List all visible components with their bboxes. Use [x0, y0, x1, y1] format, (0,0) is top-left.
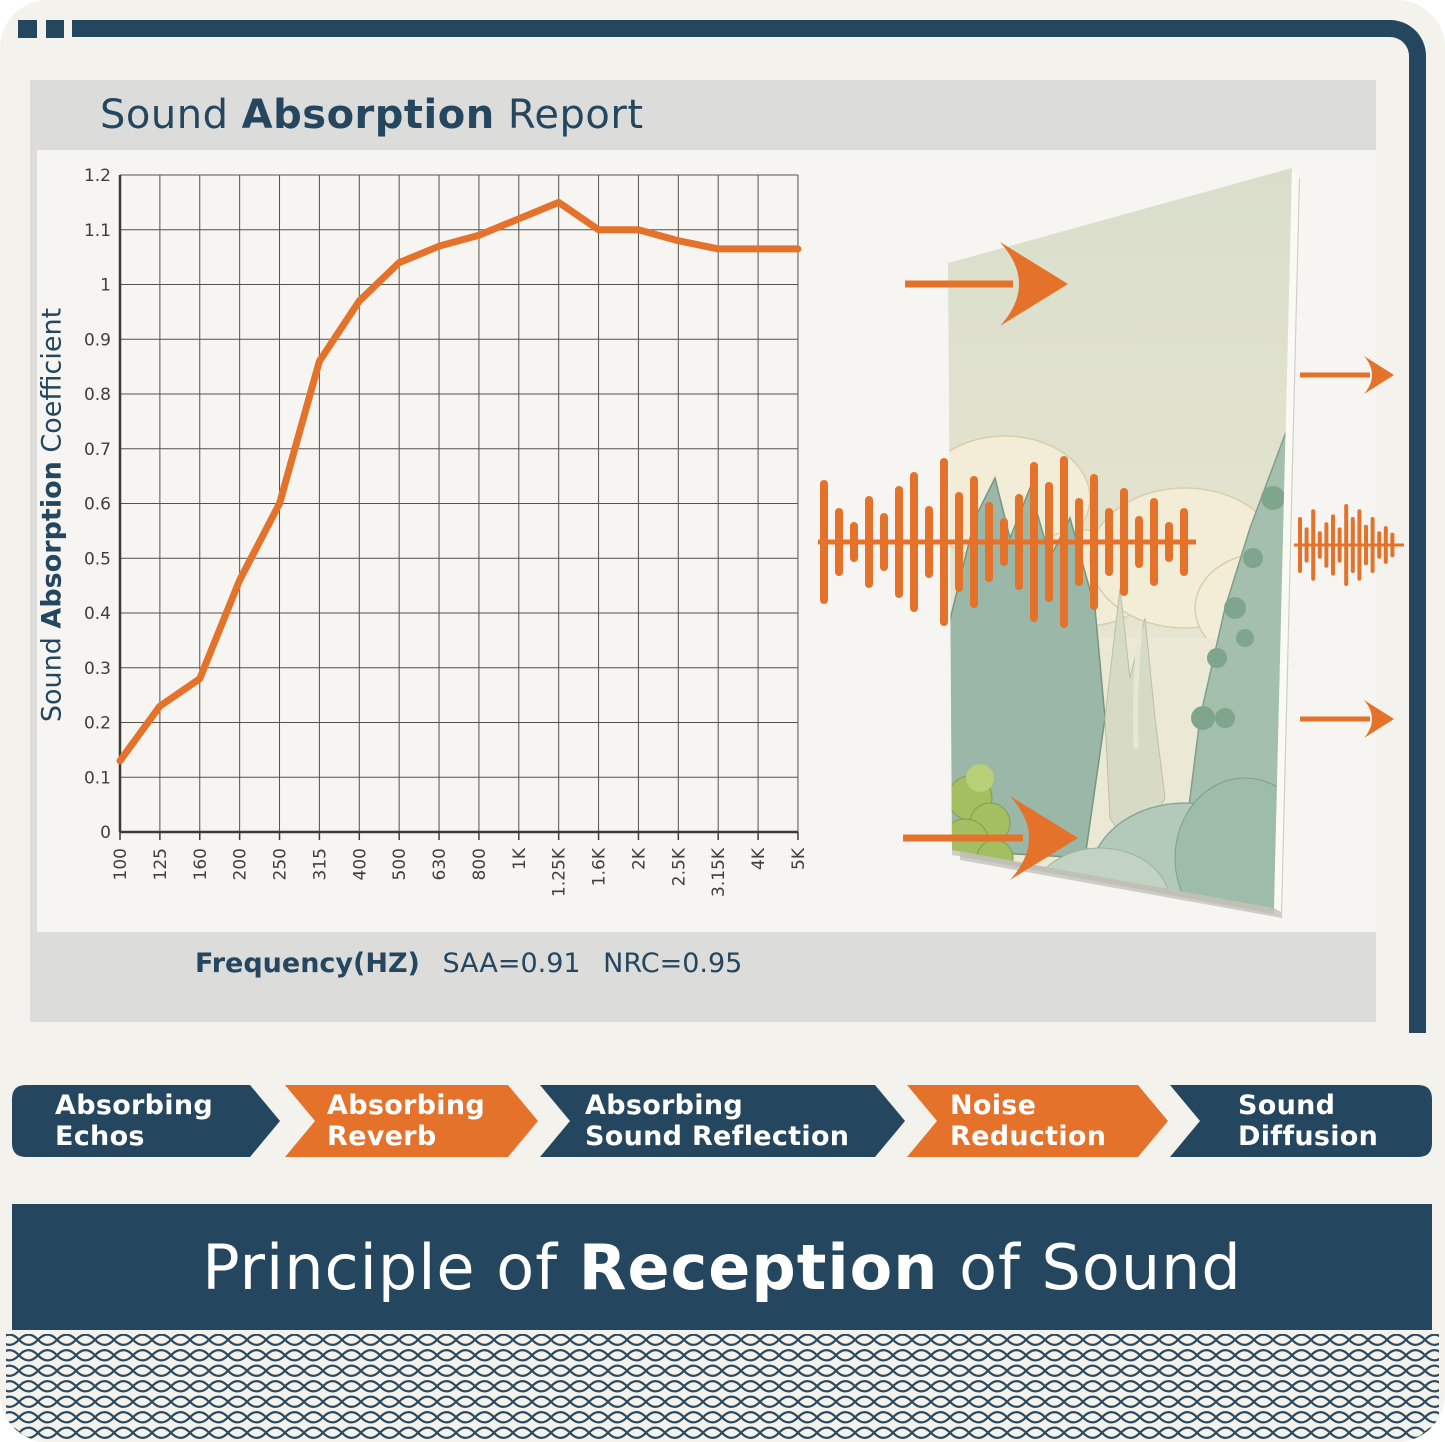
- svg-text:0.6: 0.6: [84, 495, 111, 515]
- x-axis-label: Frequency(HZ): [195, 948, 420, 979]
- svg-text:3.15K: 3.15K: [709, 847, 729, 897]
- page-title-post: Report: [494, 92, 644, 138]
- svg-text:630: 630: [430, 848, 450, 880]
- svg-text:0.1: 0.1: [84, 768, 111, 788]
- footer-title: Principle of Reception of Sound: [202, 1230, 1242, 1304]
- banner-chevron-4: [1170, 1085, 1432, 1157]
- svg-text:1K: 1K: [510, 847, 530, 870]
- absorption-series-line: [116, 198, 802, 765]
- svg-text:250: 250: [271, 848, 291, 880]
- footer-title-block: Principle of Reception of Sound: [12, 1204, 1432, 1330]
- svg-text:315: 315: [310, 848, 330, 880]
- sound-arrows: [903, 242, 1394, 880]
- decor-square-1: [18, 20, 37, 38]
- transmitted-arrow-lower: [1300, 700, 1394, 738]
- feature-banner-row: [12, 1085, 1432, 1157]
- saa-value: SAA=0.91: [442, 948, 581, 979]
- banner-label-1: Absorbing Reverb: [327, 1090, 485, 1152]
- page-title-bold: Absorption: [241, 92, 495, 138]
- wave-lattice-pattern: [6, 1334, 1439, 1442]
- banner-label-4: Sound Diffusion: [1238, 1090, 1379, 1152]
- svg-text:500: 500: [390, 848, 410, 880]
- grid-lines: [119, 174, 799, 833]
- banner-chevron-3: [907, 1085, 1168, 1157]
- svg-text:2.5K: 2.5K: [669, 847, 689, 886]
- soundwave-small-icon: [1294, 504, 1404, 586]
- x-tick-labels: 100 125 160 200 250 315 400 500 630 800 1K 1.25K 1.6…: [111, 847, 809, 897]
- svg-text:0.7: 0.7: [84, 440, 111, 460]
- banner-label-3: Noise Reduction: [950, 1090, 1107, 1152]
- banner-label-2: Absorbing Sound Reflection: [585, 1090, 850, 1152]
- svg-text:2K: 2K: [629, 847, 649, 870]
- transmitted-arrow-upper: [1300, 356, 1394, 394]
- banner-chevron-0: [12, 1085, 280, 1157]
- svg-text:1.2: 1.2: [84, 166, 111, 186]
- svg-text:1.6K: 1.6K: [590, 847, 610, 886]
- svg-text:0: 0: [100, 823, 111, 843]
- svg-text:0.3: 0.3: [84, 659, 111, 679]
- y-tick-labels: 0 0.1 0.2 0.3 0.4 0.5 0.6 0.7 0.8 0.9 1 1.1 1.2: [84, 166, 111, 843]
- axes: [118, 175, 799, 840]
- navy-corner-frame: [72, 20, 1426, 1033]
- svg-text:100: 100: [111, 848, 131, 880]
- incoming-arrow-top: [905, 242, 1068, 326]
- svg-text:1.1: 1.1: [84, 221, 111, 241]
- page-title-pre: Sound: [100, 92, 242, 138]
- svg-text:1: 1: [100, 276, 111, 296]
- banner-chevron-2: [540, 1085, 905, 1157]
- acoustic-panel-illustration: [818, 168, 1404, 918]
- incoming-arrow-bottom: [903, 796, 1078, 880]
- svg-text:200: 200: [231, 848, 251, 880]
- panel-edge: [1274, 168, 1299, 912]
- svg-text:0.2: 0.2: [84, 714, 111, 734]
- banner-label-0: Absorbing Echos: [55, 1090, 213, 1152]
- sound-absorption-chart: 0 0.1 0.2 0.3 0.4 0.5 0.6 0.7 0.8 0.9 1 1.1 1.2 100 12…: [84, 166, 809, 897]
- nrc-value: NRC=0.95: [603, 948, 743, 979]
- page-title: Sound Absorption Report: [100, 92, 644, 138]
- svg-text:5K: 5K: [789, 847, 809, 870]
- soundwave-large-icon: [818, 456, 1196, 628]
- svg-text:125: 125: [151, 848, 171, 880]
- svg-text:160: 160: [191, 848, 211, 880]
- svg-text:1.25K: 1.25K: [550, 847, 570, 897]
- svg-text:0.9: 0.9: [84, 330, 111, 350]
- chart-caption: Frequency(HZ) SAA=0.91 NRC=0.95: [195, 948, 756, 979]
- svg-text:800: 800: [470, 848, 490, 880]
- svg-text:0.4: 0.4: [84, 604, 111, 624]
- svg-text:400: 400: [350, 848, 370, 880]
- banner-chevron-1: [285, 1085, 538, 1157]
- svg-text:0.5: 0.5: [84, 549, 111, 569]
- svg-text:4K: 4K: [749, 847, 769, 870]
- svg-text:0.8: 0.8: [84, 385, 111, 405]
- decor-square-2: [46, 20, 64, 38]
